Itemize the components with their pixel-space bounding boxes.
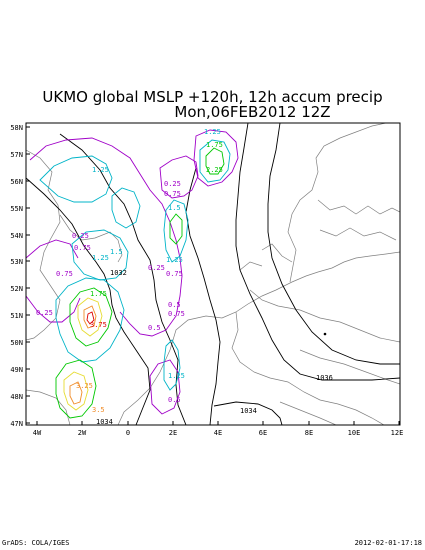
lon-label: 0 <box>126 429 130 437</box>
precip-label: 1.25 <box>92 254 109 262</box>
lat-label: 58N <box>10 124 23 132</box>
lat-label: 48N <box>10 393 23 401</box>
lat-label: 53N <box>10 258 23 266</box>
lon-label: 8E <box>305 429 313 437</box>
precip-contours <box>26 129 239 419</box>
lon-label: 4W <box>33 429 42 437</box>
precip-label: 1.25 <box>204 128 221 136</box>
isobar-label: 1032 <box>110 269 127 277</box>
lon-label: 2E <box>169 429 177 437</box>
lat-label: 51N <box>10 312 23 320</box>
footer-timestamp: 2012-02-01-17:18 <box>354 539 422 547</box>
lat-label: 52N <box>10 285 23 293</box>
chart-title-line2: Mon,06FEB2012 12Z <box>174 103 331 121</box>
precip-label: 0.5 <box>168 396 181 404</box>
lon-label: 12E <box>391 429 404 437</box>
precip-label: 2.25 <box>206 166 223 174</box>
precip-label: 0.25 <box>36 309 53 317</box>
lat-label: 49N <box>10 366 23 374</box>
lat-axis: 58N 57N 56N 55N 54N 53N 52N 51N 50N 49N … <box>10 124 30 428</box>
lat-label: 55N <box>10 205 23 213</box>
precip-label: 0.75 <box>56 270 73 278</box>
precip-label: 0.75 <box>164 190 181 198</box>
precip-label: 1.75 <box>90 290 107 298</box>
precip-label: 1.25 <box>92 166 109 174</box>
precip-label: 3.75 <box>90 321 107 329</box>
lon-label: 2W <box>78 429 87 437</box>
chart-title-line1: UKMO global MSLP +120h, 12h accum precip <box>42 88 383 106</box>
lon-axis: 4W 2W 0 2E 4E 6E 8E 10E 12E <box>33 421 404 437</box>
precip-label: 3.5 <box>92 406 105 414</box>
precip-label: 0.5 <box>148 324 161 332</box>
precip-label: 1.5 <box>168 204 181 212</box>
precip-label: 0.25 <box>148 264 165 272</box>
pressure-labels: 1032 1036 1034 1034 <box>96 269 333 426</box>
precip-label: 1.25 <box>166 256 183 264</box>
precip-label: 1.25 <box>168 372 185 380</box>
coastlines <box>26 123 400 425</box>
lat-label: 56N <box>10 178 23 186</box>
precip-label: 0.75 <box>166 270 183 278</box>
footer-credit: GrADS: COLA/IGES <box>2 539 70 547</box>
lon-label: 6E <box>259 429 267 437</box>
isobar-label: 1034 <box>96 418 113 426</box>
lon-label: 10E <box>348 429 361 437</box>
lat-label: 54N <box>10 232 23 240</box>
precip-label: 0.5 <box>168 301 181 309</box>
lon-label: 4E <box>214 429 222 437</box>
map-point-marker <box>323 332 327 336</box>
isobar-label: 1036 <box>316 374 333 382</box>
lat-label: 47N <box>10 420 23 428</box>
precip-label: 0.25 <box>72 232 89 240</box>
precip-label: 0.75 <box>168 310 185 318</box>
precip-label: 1.75 <box>206 141 223 149</box>
map-frame-background <box>26 123 400 425</box>
precip-labels: 1.25 1.75 2.25 1.25 0.25 0.75 1.5 0.25 0… <box>36 128 223 414</box>
isobar-label: 1034 <box>240 407 257 415</box>
precip-label: 0.75 <box>74 244 91 252</box>
precip-label: 0.25 <box>164 180 181 188</box>
lat-label: 57N <box>10 151 23 159</box>
precip-label: 1.5 <box>110 248 123 256</box>
map-frame <box>25 122 401 426</box>
lat-label: 50N <box>10 339 23 347</box>
precip-label: 3.25 <box>76 382 93 390</box>
